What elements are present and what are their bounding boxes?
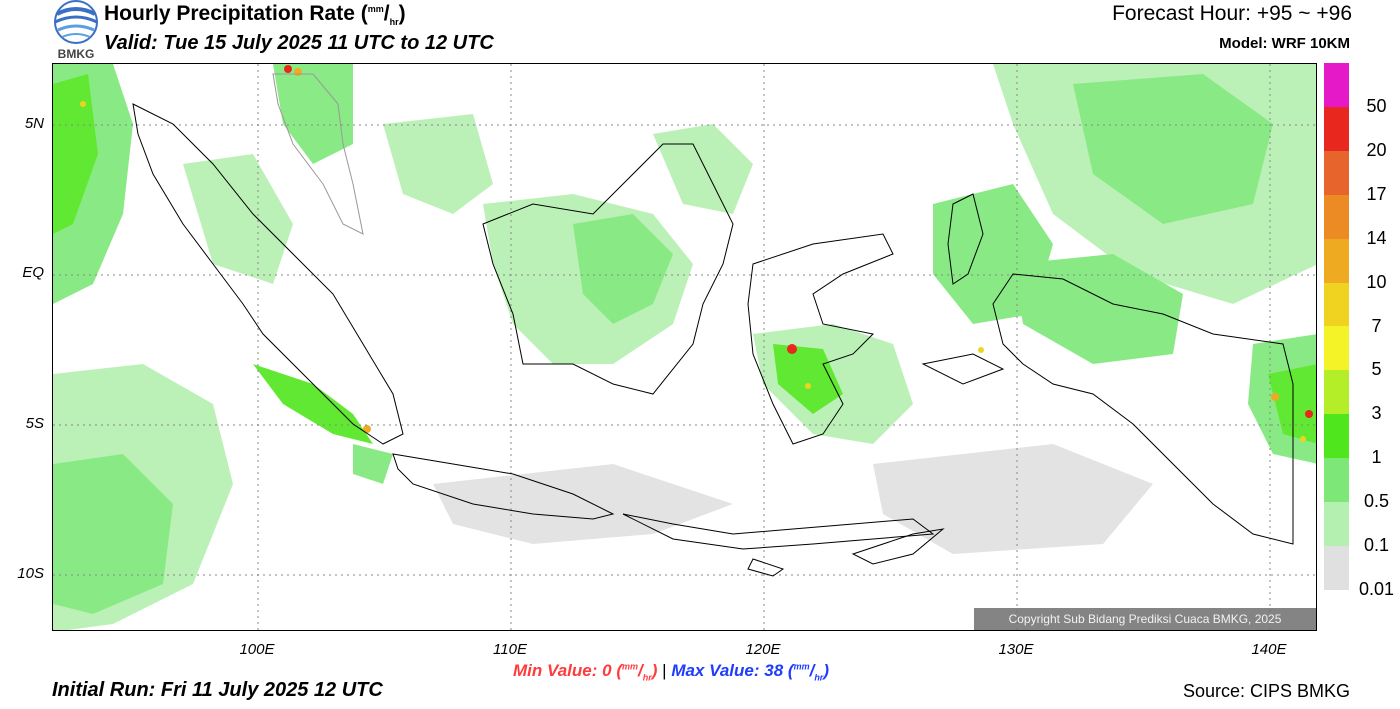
colorbar-segment (1324, 545, 1349, 590)
precipitation-map[interactable] (52, 63, 1317, 631)
colorbar-segment (1324, 326, 1349, 371)
colorbar-label: 1 (1371, 447, 1382, 468)
lat-label-5n: 5N (24, 115, 44, 132)
colorbar-segment (1324, 63, 1349, 107)
lat-label-5s: 5S (25, 415, 44, 432)
colorbar-segment (1324, 194, 1349, 239)
precipitation-cores (80, 65, 1313, 442)
colorbar-label: 7 (1371, 315, 1382, 336)
title-unit-hr: hr (389, 17, 399, 28)
colorbar-segment (1324, 150, 1349, 195)
min-max-separator: | (662, 661, 667, 680)
lon-label-100e: 100E (239, 641, 275, 658)
logo-text: BMKG (58, 47, 95, 60)
min-value: 0 (602, 661, 612, 680)
lat-label-eq: EQ (22, 264, 44, 281)
coastlines (132, 73, 1294, 577)
lon-label-110e: 110E (493, 641, 527, 658)
title-unit-mm: mm (367, 4, 384, 14)
colorbar (1324, 63, 1349, 590)
colorbar-segment (1324, 414, 1349, 459)
colorbar-label: 50 (1366, 95, 1387, 116)
colorbar-label: 3 (1371, 403, 1382, 424)
title-close: ) (398, 2, 406, 25)
min-label: Min Value: (513, 661, 598, 680)
colorbar-segment (1324, 458, 1349, 503)
lon-label-130e: 130E (998, 641, 1034, 658)
colorbar-label: 0.5 (1363, 491, 1390, 512)
lat-label-10s: 10S (17, 565, 44, 582)
colorbar-label: 0.1 (1363, 535, 1390, 556)
colorbar-segment (1324, 502, 1349, 546)
colorbar-segment (1324, 238, 1349, 283)
data-source: Source: CIPS BMKG (1182, 681, 1350, 701)
min-unit: (mm/hr) (616, 661, 658, 683)
colorbar-segment (1324, 106, 1349, 151)
max-value: 38 (764, 661, 784, 680)
colorbar-label: 20 (1366, 139, 1387, 160)
lon-label-140e: 140E (1251, 641, 1287, 658)
forecast-hour: Forecast Hour: +95 ~ +96 (1112, 2, 1352, 25)
model-name: Model: WRF 10KM (1219, 35, 1350, 52)
valid-period: Valid: Tue 15 July 2025 11 UTC to 12 UTC (104, 32, 494, 54)
initial-run: Initial Run: Fri 11 July 2025 12 UTC (52, 679, 383, 701)
colorbar-label: 10 (1366, 271, 1387, 292)
colorbar-segment (1324, 282, 1349, 327)
min-max-values: Min Value: 0 (mm/hr) | Max Value: 38 (mm… (513, 661, 829, 682)
precipitation-field (53, 64, 1316, 630)
graticule (53, 64, 1316, 630)
max-unit: (mm/hr) (787, 661, 829, 683)
copyright-notice: Copyright Sub Bidang Prediksi Cuaca BMKG… (974, 608, 1316, 630)
map-canvas (53, 64, 1316, 630)
page-title: Hourly Precipitation Rate (mm/hr) (104, 2, 406, 28)
lon-label-120e: 120E (745, 641, 781, 658)
colorbar-label: 17 (1366, 183, 1387, 204)
colorbar-label: 5 (1371, 359, 1382, 380)
title-text: Hourly Precipitation Rate ( (104, 2, 368, 25)
colorbar-label: 14 (1366, 227, 1387, 248)
bmkg-logo: BMKG (52, 0, 100, 61)
max-label: Max Value: (671, 661, 760, 680)
colorbar-label: 0.01 (1358, 579, 1395, 599)
colorbar-segment (1324, 370, 1349, 415)
